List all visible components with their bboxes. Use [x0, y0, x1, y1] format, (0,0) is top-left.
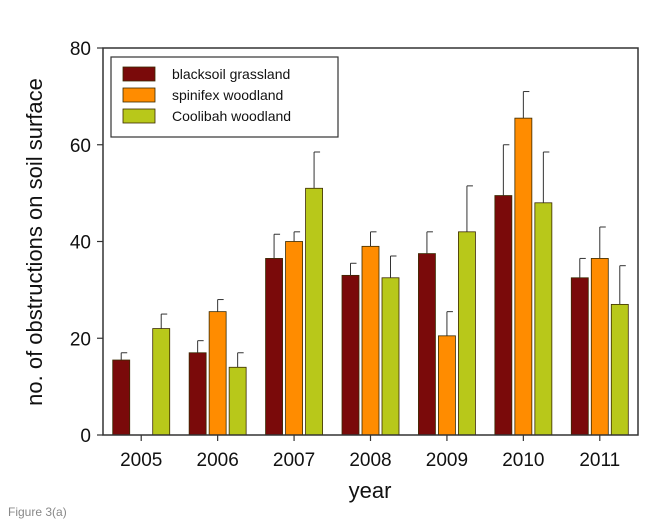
- x-tick-label: 2011: [579, 450, 620, 471]
- bar-blacksoil-grassland-2007: [265, 258, 283, 436]
- legend-label: spinifex woodland: [172, 87, 283, 103]
- bar-spinifex-woodland-2009: [438, 335, 456, 436]
- bar-blacksoil-grassland-2005: [112, 359, 131, 436]
- bar-coolibah-woodland-2006: [228, 366, 247, 436]
- bar-coolibah-woodland-2007: [305, 187, 323, 436]
- bar-coolibah-woodland-2009: [458, 231, 476, 436]
- y-axis-title: no. of obstructions on soil surface: [22, 78, 47, 406]
- legend-label: blacksoil grassland: [172, 66, 290, 82]
- x-tick-label: 2009: [426, 450, 468, 471]
- y-tick-label: 60: [70, 136, 91, 157]
- y-tick-label: 80: [70, 39, 91, 60]
- x-tick-label: 2008: [349, 450, 391, 471]
- bar-spinifex-woodland-2007: [285, 241, 303, 436]
- x-tick-label: 2010: [502, 450, 544, 471]
- bar-coolibah-woodland-2010: [534, 202, 553, 436]
- x-tick-label: 2006: [197, 450, 239, 471]
- bar-coolibah-woodland-2011: [610, 303, 629, 436]
- bar-spinifex-woodland-2010: [514, 117, 533, 436]
- x-tick-label: 2007: [273, 450, 315, 471]
- legend-swatch-blacksoil-grassland: [122, 66, 156, 82]
- bar-spinifex-woodland-2008: [361, 245, 380, 436]
- ticks-layer: 0 20 40 60 80 2005 2006 2007 2008 2009 2010 2011: [70, 39, 620, 471]
- bar-blacksoil-grassland-2009: [418, 253, 436, 436]
- legend-label: Coolibah woodland: [172, 108, 291, 124]
- legend: blacksoil grassland spinifex woodland Cool…: [110, 56, 339, 138]
- bar-blacksoil-grassland-2008: [341, 274, 360, 436]
- y-tick-label: 20: [70, 329, 91, 350]
- bar-spinifex-woodland-2011: [590, 258, 609, 436]
- bar-blacksoil-grassland-2006: [188, 352, 207, 436]
- bar-blacksoil-grassland-2010: [494, 195, 513, 436]
- bar-coolibah-woodland-2005: [152, 328, 171, 436]
- legend-swatch-spinifex-woodland: [122, 87, 156, 103]
- x-axis-title: year: [349, 478, 392, 503]
- bar-blacksoil-grassland-2011: [570, 277, 589, 436]
- y-tick-label: 40: [70, 233, 91, 254]
- bars-layer: [112, 91, 629, 436]
- figure-caption: Figure 3(a): [8, 505, 67, 519]
- bar-spinifex-woodland-2006: [208, 311, 227, 436]
- legend-swatch-coolibah-woodland: [122, 108, 156, 124]
- y-tick-label: 0: [80, 426, 91, 447]
- bar-coolibah-woodland-2008: [381, 277, 400, 436]
- x-tick-label: 2005: [120, 450, 162, 471]
